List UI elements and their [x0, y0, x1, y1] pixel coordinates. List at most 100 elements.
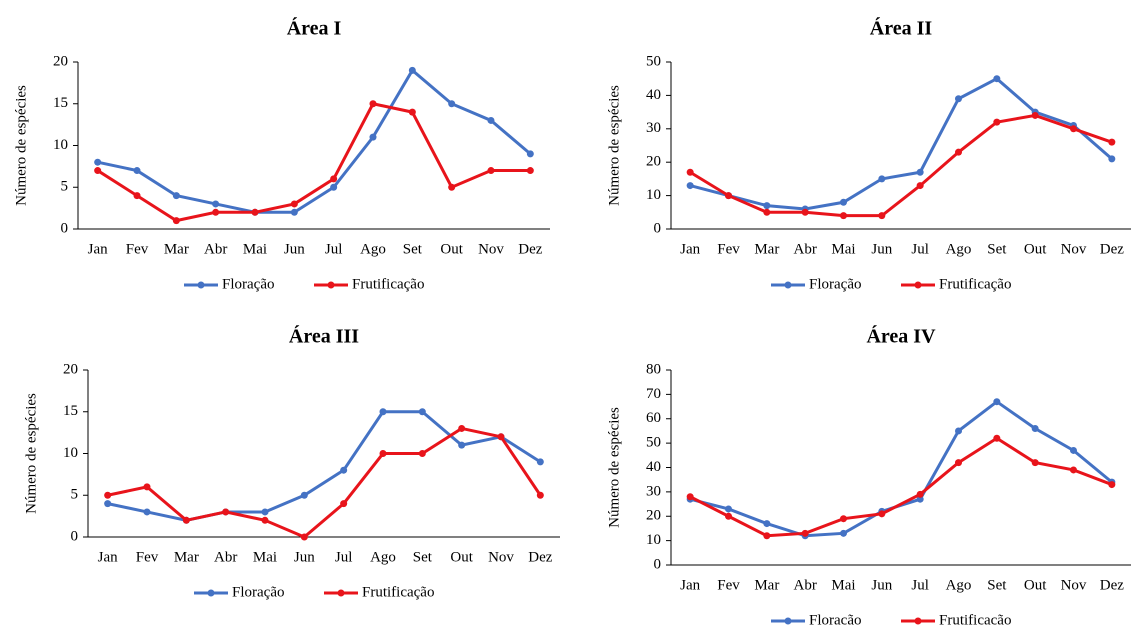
data-point: [801, 208, 809, 216]
x-tick-label: Set: [403, 241, 423, 257]
y-tick-label: 10: [646, 532, 661, 548]
x-tick-label: Set: [413, 549, 433, 565]
y-axis-label: Número de espécies: [13, 85, 29, 206]
x-tick-label: Mar: [754, 241, 779, 257]
data-point: [686, 168, 694, 176]
data-point: [725, 192, 732, 200]
data-point: [172, 192, 180, 200]
data-point: [1031, 459, 1039, 467]
data-point: [133, 192, 141, 200]
data-point: [330, 175, 338, 183]
data-point: [143, 508, 151, 516]
y-tick-label: 10: [63, 445, 78, 461]
data-point: [955, 459, 962, 467]
data-point: [340, 466, 348, 474]
x-tick-label: Ago: [360, 241, 386, 257]
x-tick-label: Dez: [1100, 577, 1124, 593]
data-point: [172, 217, 180, 225]
legend-label: Frutificacão: [939, 612, 1011, 627]
data-point: [993, 118, 1001, 126]
y-tick-label: 70: [646, 386, 661, 402]
x-tick-label: Nov: [1061, 577, 1087, 593]
legend-label: Frutificação: [362, 584, 434, 600]
y-tick-label: 5: [61, 179, 69, 195]
x-tick-label: Jul: [911, 577, 929, 593]
x-tick-label: Dez: [528, 549, 552, 565]
data-point: [526, 167, 534, 175]
data-point: [94, 158, 102, 166]
data-point: [104, 491, 112, 499]
data-point: [261, 516, 269, 524]
x-tick-label: Ago: [946, 241, 972, 257]
y-tick-label: 40: [646, 87, 661, 103]
x-tick-label: Ago: [370, 549, 396, 565]
series-line: [689, 113, 1113, 218]
y-tick-label: 15: [53, 95, 68, 111]
data-point: [1031, 425, 1039, 432]
data-point: [182, 516, 190, 524]
data-point: [290, 208, 298, 216]
x-tick-label: Mar: [174, 549, 199, 565]
data-point: [448, 100, 456, 108]
y-tick-label: 60: [646, 410, 661, 426]
legend-label: Floração: [232, 584, 284, 600]
chart-title: Área I: [287, 17, 342, 40]
data-point: [955, 427, 962, 435]
y-tick-label: 20: [63, 361, 78, 377]
y-tick-label: 0: [61, 220, 69, 236]
data-point: [763, 208, 771, 216]
y-tick-label: 10: [53, 137, 68, 153]
data-point: [916, 168, 924, 176]
data-point: [878, 510, 886, 518]
data-point: [763, 532, 771, 540]
data-point: [955, 95, 962, 103]
data-point: [763, 520, 771, 528]
data-point: [840, 529, 847, 537]
data-point: [212, 200, 220, 208]
series-line: [689, 76, 1113, 211]
y-tick-label: 0: [654, 220, 662, 236]
series-line: [689, 399, 1113, 538]
y-tick-label: 20: [53, 53, 68, 69]
data-point: [1031, 111, 1039, 119]
chart-title: Área III: [289, 325, 359, 348]
y-tick-label: 50: [646, 435, 661, 451]
legend-label: Floracão: [809, 612, 861, 627]
x-tick-label: Set: [987, 577, 1007, 593]
data-point: [408, 108, 416, 116]
x-tick-label: Jan: [680, 577, 700, 593]
x-tick-label: Nov: [1061, 241, 1087, 257]
legend-marker: [784, 281, 792, 289]
y-tick-label: 30: [646, 483, 661, 499]
x-tick-label: Mai: [253, 549, 277, 565]
x-tick-label: Abr: [794, 577, 817, 593]
data-point: [993, 434, 1001, 442]
data-point: [801, 529, 809, 537]
data-point: [340, 500, 348, 508]
legend-marker: [197, 281, 205, 289]
data-point: [686, 182, 694, 190]
data-point: [878, 212, 886, 220]
data-point: [840, 198, 847, 206]
y-tick-label: 80: [646, 361, 661, 377]
data-point: [458, 424, 466, 432]
data-point: [725, 512, 732, 520]
x-tick-label: Abr: [794, 241, 817, 257]
y-tick-label: 20: [646, 508, 661, 524]
data-point: [1070, 446, 1077, 454]
legend-marker: [914, 617, 922, 625]
y-tick-label: 20: [646, 154, 661, 170]
x-tick-label: Mar: [164, 241, 189, 257]
legend-marker: [327, 281, 335, 289]
x-tick-label: Abr: [214, 549, 237, 565]
x-tick-label: Jul: [325, 241, 343, 257]
data-point: [487, 116, 495, 124]
data-point: [686, 493, 694, 501]
y-tick-label: 30: [646, 120, 661, 136]
x-tick-label: Set: [987, 241, 1007, 257]
series-line: [107, 426, 542, 539]
legend-label: Floração: [222, 276, 274, 292]
x-tick-label: Nov: [488, 549, 514, 565]
x-tick-label: Fev: [717, 241, 740, 257]
x-tick-label: Jul: [911, 241, 929, 257]
